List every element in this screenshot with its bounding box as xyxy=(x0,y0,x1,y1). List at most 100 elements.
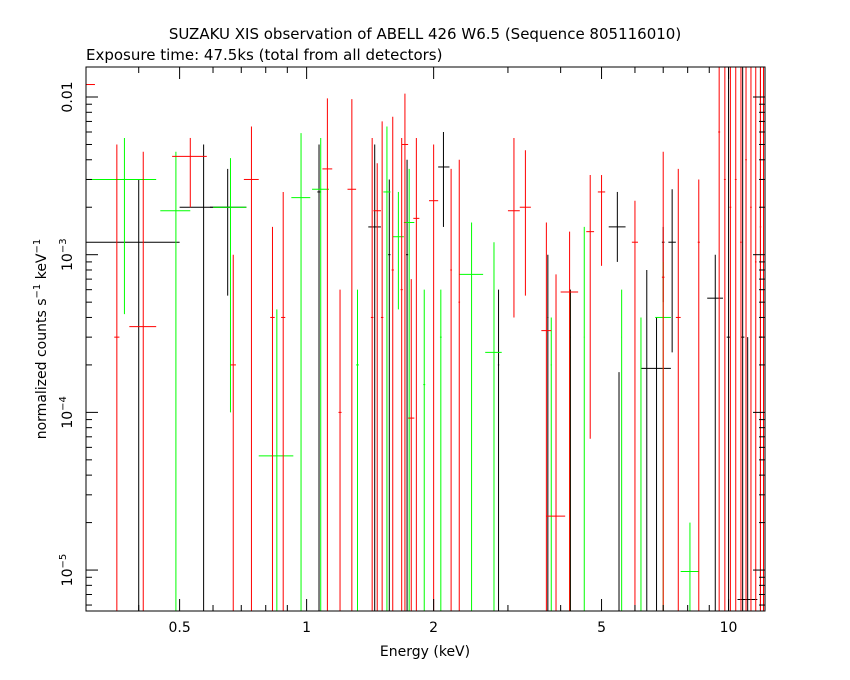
data-point xyxy=(675,168,681,611)
y-axis-label-unit: keV xyxy=(34,253,50,284)
data-point xyxy=(621,289,623,611)
data-point xyxy=(661,151,665,611)
data-point xyxy=(541,222,552,611)
data-point xyxy=(291,133,311,611)
data-point xyxy=(640,317,671,611)
y-tick-exponent: −3 xyxy=(58,238,69,253)
data-point xyxy=(723,67,726,611)
y-tick-label: 0.01 xyxy=(60,81,76,112)
data-point xyxy=(129,151,157,611)
data-point xyxy=(391,116,394,611)
data-point xyxy=(258,309,294,611)
y-tick-exponent: −5 xyxy=(58,554,69,569)
data-point xyxy=(668,189,676,353)
series-0 xyxy=(86,67,762,611)
series-1 xyxy=(85,126,699,611)
data-point xyxy=(121,137,127,315)
data-point xyxy=(697,179,700,611)
data-point xyxy=(618,372,620,611)
plot-area xyxy=(85,67,765,611)
series-2 xyxy=(85,67,765,611)
chart-subtitle: Exposure time: 47.5ks (total from all de… xyxy=(86,46,442,64)
data-point xyxy=(608,191,626,262)
data-point xyxy=(646,269,648,611)
data-point xyxy=(560,231,579,611)
data-point xyxy=(718,67,721,611)
data-point xyxy=(734,67,737,611)
data-point xyxy=(547,254,549,611)
x-tick-label: 5 xyxy=(597,620,606,636)
y-tick-base: 10 xyxy=(60,411,76,429)
data-point xyxy=(373,163,381,611)
y-tick-base: 10 xyxy=(60,253,76,271)
y-axis-label-exp2: −1 xyxy=(32,239,43,254)
data-point xyxy=(388,179,391,611)
data-point xyxy=(179,144,231,611)
data-point xyxy=(631,200,638,611)
y-tick-label: 10−4 xyxy=(58,396,76,429)
y-axis-label: normalized counts s−1 keV−1 xyxy=(32,239,50,440)
data-point xyxy=(230,254,236,611)
data-point xyxy=(450,168,452,611)
data-point xyxy=(114,144,120,611)
data-point xyxy=(270,226,275,611)
x-tick-label: 10 xyxy=(720,620,738,636)
data-point xyxy=(403,168,415,611)
x-axis-label: Energy (keV) xyxy=(380,644,470,660)
data-point xyxy=(550,317,552,611)
data-point xyxy=(459,222,484,611)
y-tick-exponent: −4 xyxy=(58,396,69,411)
data-point xyxy=(85,67,95,101)
data-point xyxy=(519,150,531,296)
data-point xyxy=(172,137,207,208)
chart-title: SUZAKU XIS observation of ABELL 426 W6.5… xyxy=(169,25,681,43)
data-point xyxy=(312,137,330,611)
data-point xyxy=(583,226,585,611)
data-point xyxy=(707,254,723,611)
data-point xyxy=(458,159,461,611)
data-point xyxy=(586,175,595,439)
data-point xyxy=(680,522,699,611)
y-tick-base: 10 xyxy=(60,569,76,587)
data-point xyxy=(85,168,157,201)
data-point xyxy=(322,98,333,611)
data-point xyxy=(413,137,420,611)
data-point xyxy=(762,67,765,611)
data-point xyxy=(485,242,502,611)
data-point xyxy=(423,289,426,611)
data-point xyxy=(86,179,180,611)
data-point xyxy=(401,93,409,611)
data-point xyxy=(439,289,442,611)
data-point xyxy=(209,168,247,296)
data-point xyxy=(380,121,384,611)
data-point xyxy=(370,137,374,611)
data-point xyxy=(726,67,731,611)
data-point xyxy=(160,151,191,611)
data-point xyxy=(243,126,259,611)
data-point xyxy=(368,144,381,611)
data-point xyxy=(754,67,757,611)
x-tick-label: 1 xyxy=(302,620,311,636)
data-point xyxy=(438,131,450,227)
data-point xyxy=(729,67,732,611)
x-tick-label: 2 xyxy=(429,620,438,636)
x-tick-label: 0.5 xyxy=(168,620,190,636)
data-point xyxy=(507,137,520,318)
y-tick-label: 10−3 xyxy=(58,238,76,271)
data-point xyxy=(546,274,566,611)
data-point xyxy=(745,67,747,611)
data-point xyxy=(317,144,321,611)
data-point xyxy=(408,279,415,611)
data-point xyxy=(759,67,762,611)
data-point xyxy=(569,289,571,611)
y-axis-label-exp1: −1 xyxy=(32,284,43,299)
data-point xyxy=(740,67,742,611)
data-point xyxy=(338,289,342,611)
data-point xyxy=(281,191,286,611)
data-point xyxy=(383,126,391,611)
data-point xyxy=(640,317,642,611)
data-point xyxy=(392,191,404,310)
data-point xyxy=(406,159,409,611)
data-point xyxy=(740,67,745,611)
